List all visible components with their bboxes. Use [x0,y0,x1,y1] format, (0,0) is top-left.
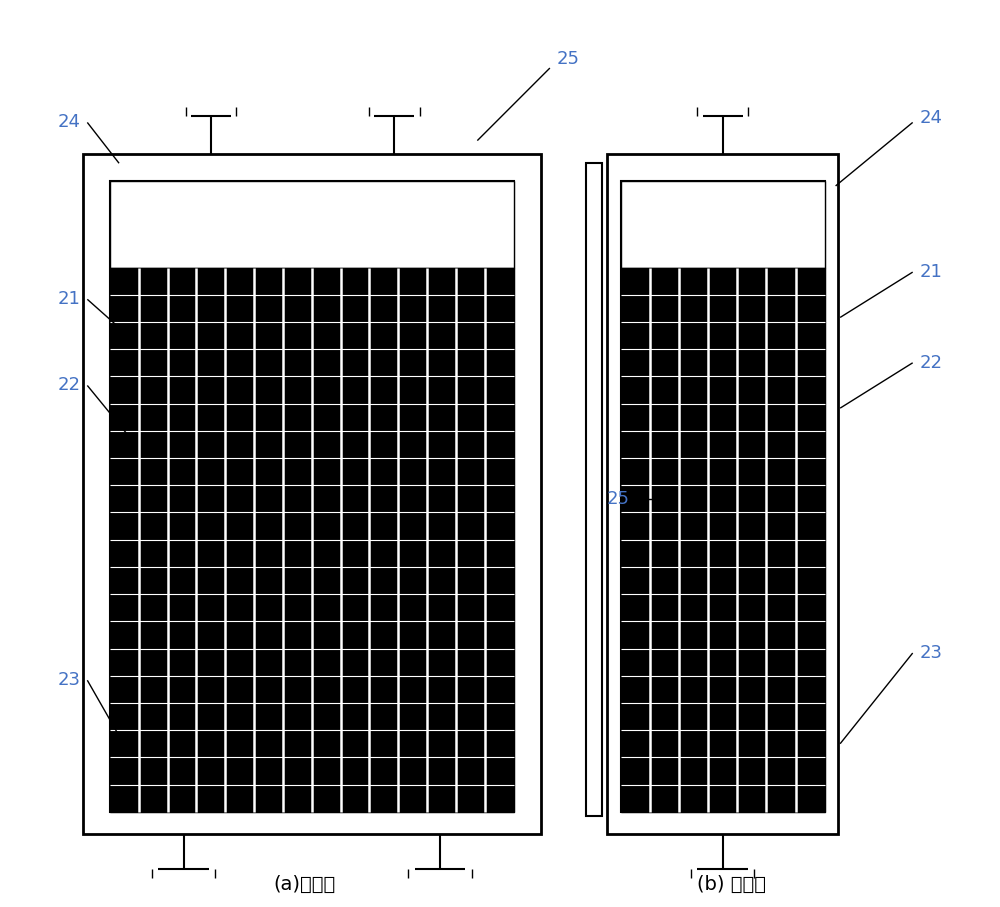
Bar [110,268,514,812]
Text: 24: 24 [58,113,81,132]
Bar [607,154,838,834]
Text: 23: 23 [58,671,81,689]
Text: 25: 25 [606,490,629,508]
Bar [110,181,514,812]
Text: 25: 25 [557,50,580,68]
Text: 24: 24 [919,109,942,127]
Bar [621,268,825,812]
Text: 21: 21 [58,290,81,308]
Text: 23: 23 [919,644,942,662]
Bar [586,163,602,816]
Text: (a)主视图: (a)主视图 [274,875,336,893]
Bar [110,181,514,268]
Text: 22: 22 [58,376,81,395]
Bar [83,154,541,834]
Bar [621,181,825,268]
Text: 22: 22 [919,354,942,372]
Bar [621,181,825,812]
Text: (b) 侧视图: (b) 侧视图 [697,875,766,893]
Text: 21: 21 [919,263,942,281]
